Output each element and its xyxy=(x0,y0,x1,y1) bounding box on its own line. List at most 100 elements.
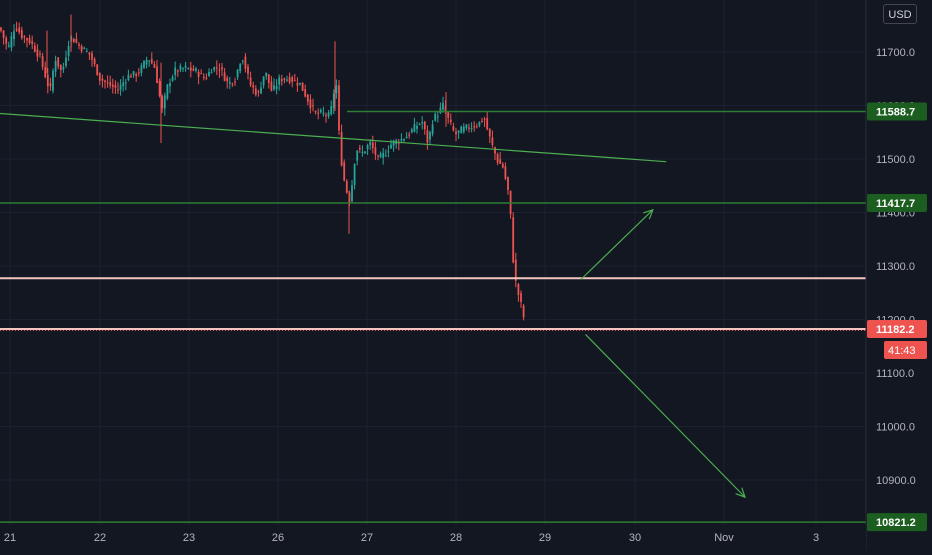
candle-body xyxy=(109,82,112,86)
candle-body xyxy=(36,49,39,57)
candle-body xyxy=(15,28,18,31)
candle-body xyxy=(210,72,213,74)
countdown-box xyxy=(884,341,927,360)
time-tick-label: 3 xyxy=(813,532,819,544)
price-tag-box xyxy=(867,513,927,532)
candle-body xyxy=(208,71,210,77)
candle-body xyxy=(39,53,41,55)
candle-body xyxy=(343,162,346,181)
price-tag-label: 11182.2 xyxy=(876,324,915,336)
candle-body xyxy=(153,64,156,68)
candle-body xyxy=(288,77,291,83)
candle-body xyxy=(501,163,504,168)
candle-body xyxy=(340,131,343,166)
candle-body xyxy=(13,31,15,40)
candle-body xyxy=(236,69,239,78)
candle-body xyxy=(205,77,208,79)
candle-body xyxy=(457,130,460,133)
candle-body xyxy=(400,138,403,141)
candle-body xyxy=(314,111,317,113)
candle-body xyxy=(244,56,247,69)
candle-body xyxy=(421,122,424,124)
candle-body xyxy=(361,152,364,154)
candle-body xyxy=(23,36,26,38)
candle-body xyxy=(260,87,262,94)
candle-body xyxy=(176,70,179,72)
candle-body xyxy=(371,142,374,149)
candle-body xyxy=(382,152,385,158)
candle-body xyxy=(7,45,10,47)
candle-body xyxy=(0,27,2,31)
countdown-label: 41:43 xyxy=(888,345,916,357)
candle-body xyxy=(286,79,288,81)
candle-body xyxy=(301,82,304,91)
candle-body xyxy=(197,72,200,77)
currency-button[interactable]: USD xyxy=(883,4,917,24)
candle-body xyxy=(174,67,177,75)
candle-body xyxy=(494,147,496,154)
candle-body xyxy=(158,80,161,96)
price-tag-label: 11588.7 xyxy=(876,107,915,119)
candle-body xyxy=(369,141,372,145)
price-tag-label: 10821.2 xyxy=(876,517,916,529)
candle-body xyxy=(327,112,330,117)
candle-body xyxy=(387,151,390,153)
candle-body xyxy=(44,67,47,78)
candle-body xyxy=(473,126,476,128)
candle-body xyxy=(364,151,366,154)
time-axis-panel[interactable] xyxy=(0,525,866,550)
candle-body xyxy=(296,82,299,86)
candle-body xyxy=(202,76,205,79)
candle-body xyxy=(384,155,387,157)
candle-body xyxy=(449,119,452,123)
candle-body xyxy=(319,110,322,113)
price-axis-panel[interactable] xyxy=(866,0,932,550)
candle-body xyxy=(85,51,88,53)
candle-body xyxy=(145,59,148,65)
candle-body xyxy=(273,85,275,90)
trend-arrow-head xyxy=(643,208,654,220)
candle-body xyxy=(26,38,28,41)
candle-body xyxy=(215,67,218,69)
trend-arrow-line xyxy=(580,209,654,280)
candle-body xyxy=(124,82,127,84)
candle-body xyxy=(366,145,369,150)
candle-body xyxy=(161,96,164,109)
candle-body xyxy=(462,126,465,132)
price-tags-layer: 11588.7 11417.7 11182.2 10821.2 41:43 xyxy=(867,102,927,532)
candle-body xyxy=(429,131,431,140)
candle-body xyxy=(80,46,83,52)
candle-body xyxy=(332,93,335,109)
candle-body xyxy=(117,89,119,91)
candle-body xyxy=(140,65,143,74)
candle-body xyxy=(507,177,509,191)
candle-body xyxy=(96,64,99,76)
candle-body xyxy=(221,67,223,70)
time-tick-label: 22 xyxy=(94,532,106,544)
trend-arrow-line xyxy=(0,112,667,163)
candle-body xyxy=(275,85,278,90)
candle-body xyxy=(345,180,348,193)
candle-body xyxy=(41,56,44,67)
candles-layer xyxy=(0,14,525,321)
candle-body xyxy=(163,95,166,109)
trend-arrow-line xyxy=(585,334,746,498)
candle-body xyxy=(127,74,130,81)
time-tick-label: 30 xyxy=(629,532,641,544)
candle-body xyxy=(377,155,379,157)
candle-body xyxy=(101,78,104,81)
candle-body xyxy=(234,81,236,83)
candle-body xyxy=(148,60,151,62)
candle-body xyxy=(338,85,340,131)
candle-body xyxy=(72,38,75,43)
candle-body xyxy=(423,121,426,130)
candle-body xyxy=(405,136,408,139)
candle-body xyxy=(218,69,221,71)
candle-body xyxy=(54,60,57,72)
candle-body xyxy=(351,185,353,202)
candle-body xyxy=(28,38,31,43)
candle-body xyxy=(252,85,255,88)
candle-body xyxy=(18,27,21,33)
